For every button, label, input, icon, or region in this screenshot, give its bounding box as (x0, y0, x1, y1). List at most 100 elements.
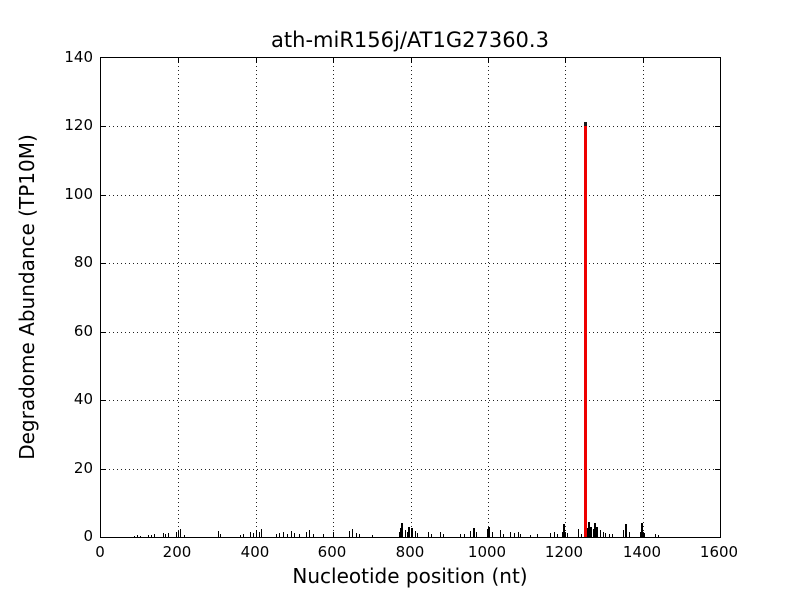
y-tick-mark (715, 400, 720, 401)
noise-spike (294, 533, 295, 537)
noise-spike (399, 532, 400, 537)
noise-spike (137, 535, 138, 537)
x-gridline (488, 58, 489, 537)
noise-spike (473, 528, 475, 537)
noise-spike (218, 531, 219, 537)
y-tick-mark (101, 195, 106, 196)
noise-spike (625, 524, 627, 537)
y-tick-label: 60 (73, 322, 93, 340)
x-tick-mark (333, 58, 334, 63)
noise-spike (151, 535, 152, 537)
noise-spike (359, 534, 360, 537)
y-gridline (101, 126, 720, 127)
y-tick-mark (715, 263, 720, 264)
y-tick-label: 120 (64, 116, 93, 134)
noise-spike (588, 522, 590, 537)
noise-spike (550, 533, 551, 537)
y-tick-mark (715, 195, 720, 196)
highlight-peak-cap (584, 122, 587, 126)
noise-spike (623, 530, 624, 537)
noise-spike (440, 532, 441, 537)
x-gridline (256, 58, 257, 537)
y-tick-mark (715, 469, 720, 470)
y-gridline (101, 469, 720, 470)
x-gridline (178, 58, 179, 537)
noise-spike (510, 532, 511, 537)
noise-spike (644, 533, 645, 537)
noise-spike (503, 534, 504, 537)
x-tick-mark (565, 58, 566, 63)
noise-spike (415, 531, 416, 537)
x-tick-mark (178, 58, 179, 63)
noise-spike (658, 535, 659, 537)
noise-spike (492, 532, 493, 537)
x-tick-mark (643, 532, 644, 537)
y-gridline (101, 332, 720, 333)
x-tick-label: 1200 (544, 543, 584, 561)
x-tick-mark (643, 58, 644, 63)
noise-spike (163, 533, 164, 537)
noise-spike (537, 534, 538, 537)
noise-spike (165, 534, 166, 537)
noise-spike (148, 535, 149, 537)
x-tick-label: 800 (395, 543, 425, 561)
noise-spike (220, 534, 221, 537)
noise-spike (640, 532, 641, 537)
x-tick-label: 1600 (699, 543, 739, 561)
noise-spike (603, 532, 604, 537)
x-axis-label: Nucleotide position (nt) (292, 564, 528, 588)
noise-spike (168, 533, 169, 537)
y-gridline (101, 400, 720, 401)
y-tick-mark (101, 263, 106, 264)
x-gridline (333, 58, 334, 537)
noise-spike (279, 533, 280, 537)
noise-spike (408, 527, 410, 537)
noise-spike (488, 527, 490, 537)
noise-spike (655, 534, 656, 537)
x-tick-label: 1000 (467, 543, 507, 561)
noise-spike (431, 534, 432, 537)
noise-spike (629, 532, 630, 537)
highlight-peak-spike (584, 122, 587, 537)
noise-spike (276, 534, 277, 537)
noise-spike (154, 534, 155, 537)
noise-spike (562, 532, 563, 537)
noise-spike (594, 523, 596, 537)
noise-spike (520, 534, 521, 537)
noise-spike (600, 530, 601, 537)
x-gridline (643, 58, 644, 537)
noise-spike (518, 532, 519, 537)
noise-spike (178, 531, 179, 537)
x-tick-label: 400 (240, 543, 270, 561)
y-tick-mark (101, 400, 106, 401)
x-tick-label: 1400 (622, 543, 662, 561)
x-tick-mark (565, 532, 566, 537)
noise-spike (140, 536, 141, 537)
noise-spike (476, 532, 477, 537)
noise-spike (563, 524, 565, 537)
noise-spike (287, 534, 288, 537)
noise-spike (500, 530, 501, 537)
noise-spike (530, 535, 531, 537)
noise-spike (641, 523, 643, 537)
x-gridline (565, 58, 566, 537)
noise-spike (487, 529, 488, 537)
noise-spike (464, 534, 465, 537)
y-tick-mark (101, 332, 106, 333)
noise-spike (299, 534, 300, 537)
noise-spike (243, 534, 244, 537)
noise-spike (609, 534, 610, 537)
noise-spike (240, 535, 241, 537)
plot-area (100, 57, 721, 538)
noise-spike (567, 533, 568, 537)
chart-title: ath-miR156j/AT1G27360.3 (271, 28, 549, 52)
noise-spike (612, 534, 613, 537)
y-tick-mark (101, 469, 106, 470)
x-tick-mark (333, 532, 334, 537)
noise-spike (256, 530, 257, 537)
x-tick-mark (411, 58, 412, 63)
y-tick-label: 80 (73, 253, 93, 271)
noise-spike (180, 529, 181, 537)
noise-spike (184, 535, 185, 537)
noise-spike (352, 529, 353, 537)
